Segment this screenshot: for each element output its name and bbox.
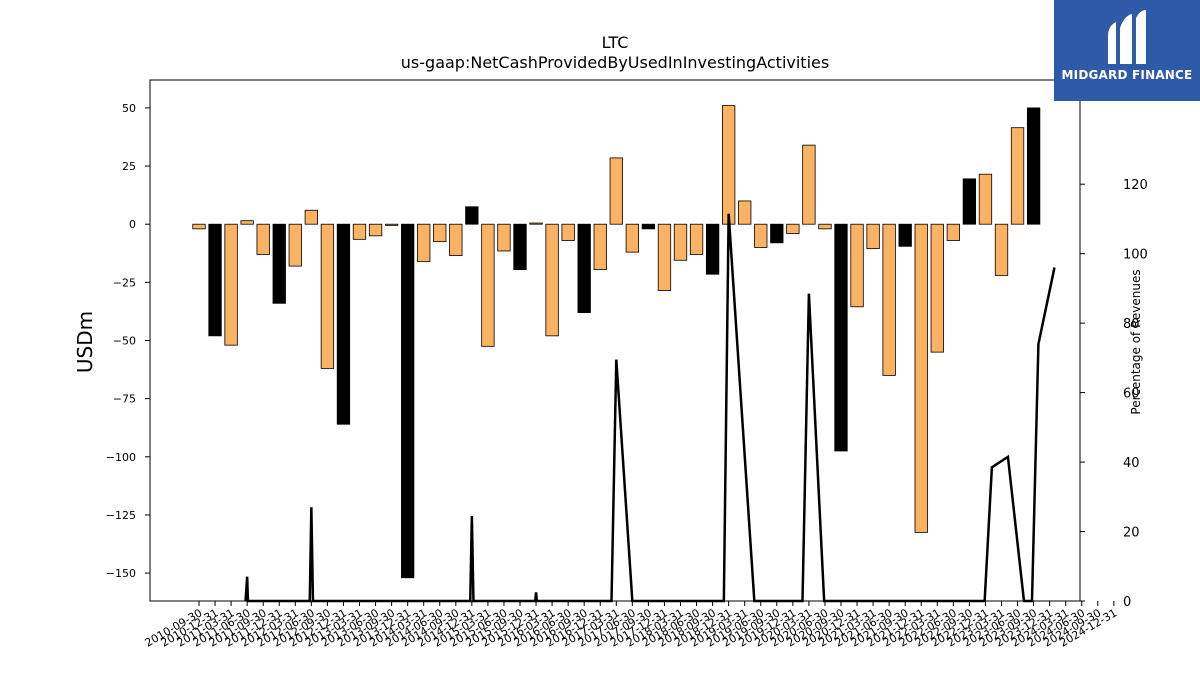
bar-quarter [384,223,399,226]
percentage-line [244,213,1056,603]
bar-quarter [657,223,672,291]
bar-annual [641,223,656,230]
bar-annual [962,178,977,225]
y2-axis-label: Percentage of Revenues [1129,269,1143,414]
bar-annual [577,223,591,313]
bar-quarter [930,223,944,353]
bars-layer [192,105,1041,579]
midgard-finance-logo: MIDGARD FINANCE [1054,0,1200,101]
bar-quarter [449,223,463,257]
bar-quarter [850,223,864,308]
bar-annual [834,223,848,452]
bar-quarter [304,209,319,225]
bar-quarter [802,144,816,225]
bar-annual [898,223,912,247]
bar-quarter [352,223,367,240]
bar-quarter [866,223,880,250]
bar-quarter [786,223,800,234]
y-tick-label: −150 [106,567,136,580]
bar-quarter [994,223,1009,276]
y2-tick-label: 0 [1123,595,1131,610]
bar-quarter [192,223,206,230]
bar-annual [770,223,784,244]
bar-quarter [529,222,543,225]
bar-quarter [320,223,335,369]
bar-quarter [417,223,431,262]
bar-quarter [738,200,752,225]
logo-text: MIDGARD FINANCE [1061,68,1193,82]
y2-tick-label: 120 [1123,178,1148,193]
bar-annual [272,223,286,304]
chart-subtitle: us-gaap:NetCashProvidedByUsedInInvesting… [401,53,829,72]
bar-quarter [818,223,832,230]
bar-annual [465,206,479,225]
bar-quarter [497,223,511,252]
y2-tick-label: 100 [1123,248,1148,263]
bar-annual [400,223,415,579]
y-tick-label: 25 [122,160,136,173]
bar-quarter [722,105,736,225]
bar-quarter [946,223,960,241]
bar-quarter [978,173,993,225]
y-tick-label: −50 [113,335,136,348]
bar-quarter [882,223,896,376]
bar-quarter [754,223,768,248]
bar-quarter [481,223,495,347]
bar-quarter [240,220,254,225]
bar-quarter [288,223,302,267]
bar-annual [1026,107,1041,225]
y-tick-label: −75 [113,393,136,406]
bar-quarter [673,223,688,261]
bar-quarter [914,223,928,533]
y-tick-label: 50 [122,102,136,115]
y2-tick-label: 80 [1123,317,1140,332]
bar-annual [208,223,222,337]
bar-quarter [545,223,559,337]
bar-quarter [609,157,623,225]
bar-quarter [433,223,447,243]
bar-annual [336,223,351,425]
bar-annual [705,223,720,275]
bar-quarter [1010,127,1025,225]
y-tick-label: −125 [106,509,136,522]
y-tick-label: −100 [106,451,136,464]
axes-layer: 50 25 0 −25 −50 −75 −100 −125 −150 120 100 80 60 40 20… [106,79,1148,650]
bar-quarter [256,223,270,255]
bar-quarter [224,223,238,346]
logo-mark-icon [1108,10,1146,64]
bar-quarter [561,223,575,241]
bar-quarter [689,223,704,255]
bar-quarter [593,223,607,270]
y-tick-label: −25 [113,276,136,289]
y2-tick-label: 60 [1123,387,1140,402]
bar-quarter [625,223,639,253]
y2-tick-label: 40 [1123,456,1140,471]
bar-annual [513,223,527,270]
bar-quarter [368,223,383,237]
chart-title: LTC [602,33,629,52]
y-tick-label: 0 [129,218,136,231]
line-layer [244,213,1056,603]
y2-tick-label: 20 [1123,526,1140,541]
y-axis-label: USDm [73,311,97,373]
